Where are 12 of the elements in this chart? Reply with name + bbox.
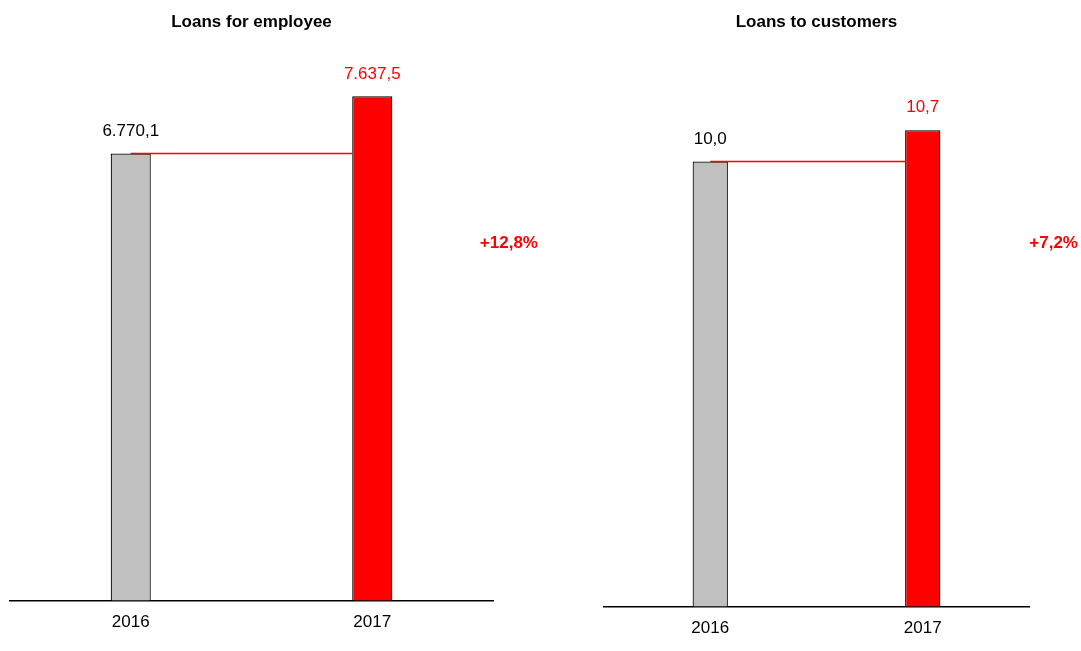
annotation: +7,2% — [1029, 232, 1078, 252]
data-label: 10,7 — [906, 97, 940, 117]
chart-title: Loans to customers — [735, 11, 898, 31]
data-label: 6.770,1 — [102, 120, 160, 140]
x-tick-label: 2016 — [111, 612, 150, 632]
data-label: 7.637,5 — [343, 63, 401, 83]
x-tick-label: 2017 — [353, 612, 392, 632]
chart-title: Loans for employee — [171, 11, 332, 31]
x-tick-label: 2016 — [691, 618, 730, 638]
x-tick-label: 2017 — [903, 618, 942, 638]
annotation: +12,8% — [479, 232, 538, 252]
data-label: 10,0 — [693, 128, 727, 148]
